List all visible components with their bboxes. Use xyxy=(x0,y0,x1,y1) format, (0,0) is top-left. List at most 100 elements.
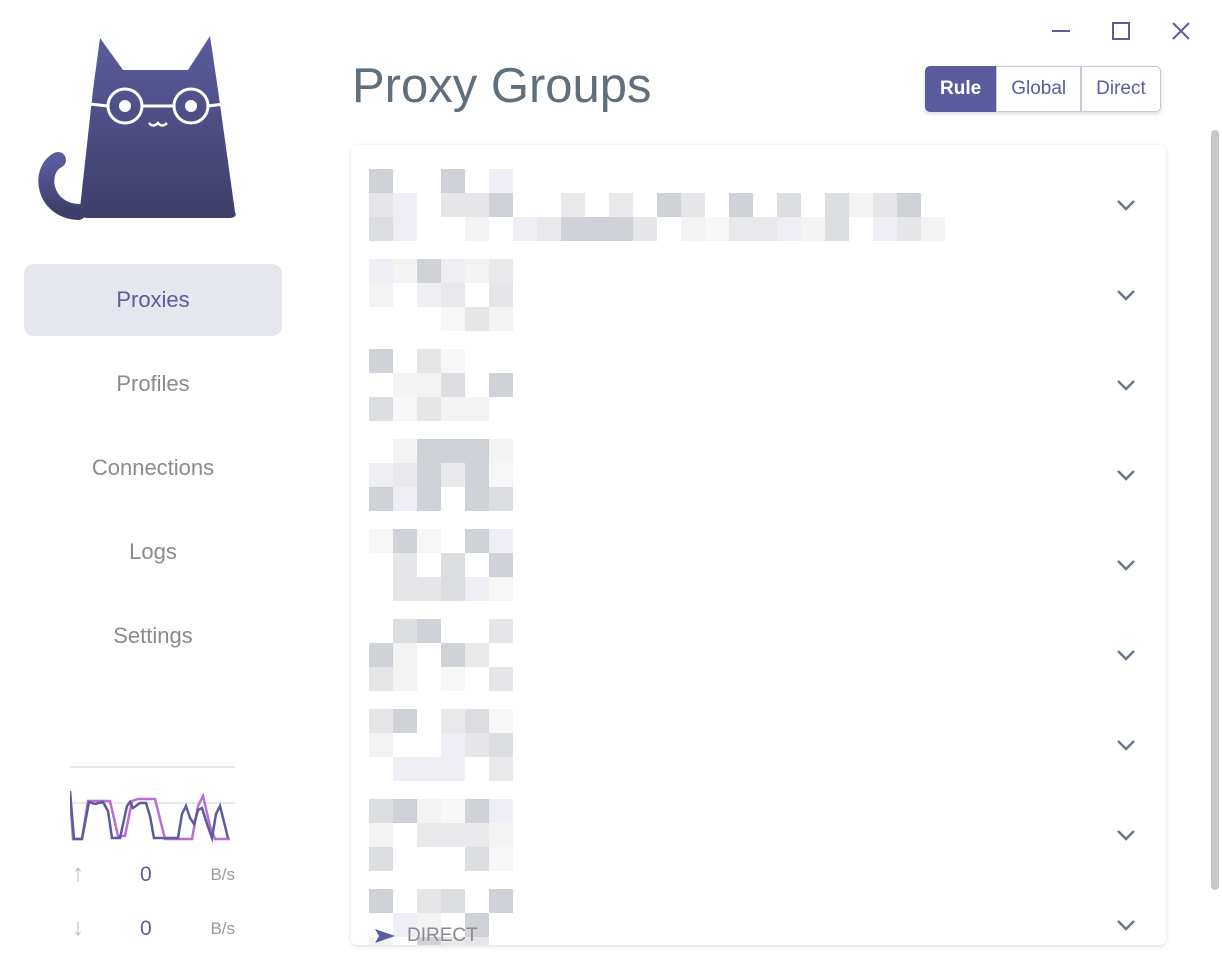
proxy-group-row[interactable] xyxy=(351,605,1166,695)
redacted-pixel xyxy=(369,799,393,823)
proxy-group-row[interactable] xyxy=(351,875,1166,945)
redacted-pixel xyxy=(441,667,465,691)
redacted-pixel xyxy=(393,193,417,217)
mode-global-button[interactable]: Global xyxy=(996,66,1082,112)
redacted-pixel xyxy=(441,463,465,487)
download-unit: B/s xyxy=(210,919,235,938)
redacted-pixel xyxy=(369,487,393,511)
proxy-group-row[interactable] xyxy=(351,245,1166,335)
traffic-graph xyxy=(70,766,235,842)
redacted-pixel xyxy=(513,217,537,241)
redacted-pixel xyxy=(441,553,465,577)
nav-settings[interactable]: Settings xyxy=(113,623,193,648)
mode-rule-button[interactable]: Rule xyxy=(925,66,997,112)
arrow-up-icon: ↑ xyxy=(72,860,84,887)
chevron-down-icon[interactable] xyxy=(1116,559,1136,571)
redacted-pixel xyxy=(465,643,489,667)
cat-logo xyxy=(38,36,236,220)
redacted-pixel xyxy=(489,193,513,217)
upload-value: 0 xyxy=(140,863,152,886)
redacted-pixel xyxy=(441,259,465,283)
arrow-down-icon: ↓ xyxy=(72,914,84,941)
redacted-pixel xyxy=(417,577,441,601)
redacted-pixel xyxy=(393,439,417,463)
redacted-pixel xyxy=(489,577,513,601)
redacted-pixel xyxy=(369,259,393,283)
redacted-pixel xyxy=(489,553,513,577)
redacted-pixel xyxy=(369,283,393,307)
redacted-pixel xyxy=(369,397,393,421)
redacted-pixel xyxy=(489,619,513,643)
redacted-pixel xyxy=(561,217,585,241)
proxy-group-row[interactable] xyxy=(351,425,1166,515)
redacted-pixel xyxy=(489,757,513,781)
redacted-pixel xyxy=(393,667,417,691)
redacted-pixel xyxy=(465,823,489,847)
redacted-pixel xyxy=(633,217,657,241)
nav-logs[interactable]: Logs xyxy=(129,539,177,564)
redacted-pixel xyxy=(417,463,441,487)
redacted-pixel xyxy=(489,823,513,847)
redacted-pixel xyxy=(489,307,513,331)
redacted-pixel xyxy=(825,193,849,217)
redacted-pixel xyxy=(393,619,417,643)
redacted-pixel xyxy=(681,217,705,241)
chevron-down-icon[interactable] xyxy=(1116,379,1136,391)
scrollbar[interactable] xyxy=(1211,130,1219,890)
chevron-down-icon[interactable] xyxy=(1116,739,1136,751)
redacted-pixel xyxy=(465,937,489,945)
chevron-down-icon[interactable] xyxy=(1116,199,1136,211)
proxy-group-row[interactable] xyxy=(351,515,1166,605)
redacted-pixel xyxy=(465,463,489,487)
proxy-group-row[interactable] xyxy=(351,695,1166,785)
redacted-pixel xyxy=(777,217,801,241)
send-icon xyxy=(375,929,395,943)
redacted-pixel xyxy=(441,577,465,601)
redacted-pixel xyxy=(369,937,393,945)
chevron-down-icon[interactable] xyxy=(1116,289,1136,301)
redacted-pixel xyxy=(465,193,489,217)
redacted-pixel xyxy=(465,307,489,331)
redacted-pixel xyxy=(465,397,489,421)
proxy-group-row[interactable] xyxy=(351,335,1166,425)
redacted-pixel xyxy=(417,373,441,397)
redacted-pixel xyxy=(465,217,489,241)
redacted-pixel xyxy=(489,373,513,397)
redacted-pixel xyxy=(417,349,441,373)
redacted-pixel xyxy=(393,577,417,601)
redacted-pixel xyxy=(441,373,465,397)
redacted-pixel xyxy=(417,757,441,781)
nav-connections[interactable]: Connections xyxy=(91,455,215,480)
redacted-pixel xyxy=(369,709,393,733)
download-rate: ↓ 0 B/s xyxy=(70,914,240,944)
chevron-down-icon[interactable] xyxy=(1116,919,1136,931)
redacted-pixel xyxy=(393,709,417,733)
nav-profiles[interactable]: Profiles xyxy=(116,371,190,396)
nav-proxies[interactable]: Proxies xyxy=(24,264,282,336)
minimize-icon[interactable] xyxy=(1048,18,1074,44)
page-title: Proxy Groups xyxy=(352,59,652,113)
redacted-pixel xyxy=(369,667,393,691)
redacted-pixel xyxy=(657,193,681,217)
mode-selector: Rule Global Direct xyxy=(925,66,1161,112)
chevron-down-icon[interactable] xyxy=(1116,649,1136,661)
redacted-pixel xyxy=(393,799,417,823)
redacted-pixel xyxy=(417,823,441,847)
chevron-down-icon[interactable] xyxy=(1116,829,1136,841)
chevron-down-icon[interactable] xyxy=(1116,469,1136,481)
redacted-pixel xyxy=(729,193,753,217)
redacted-pixel xyxy=(393,913,417,937)
redacted-pixel xyxy=(489,463,513,487)
close-icon[interactable] xyxy=(1168,18,1194,44)
maximize-icon[interactable] xyxy=(1108,18,1134,44)
proxy-group-row[interactable] xyxy=(351,155,1166,245)
redacted-pixel xyxy=(441,349,465,373)
proxy-group-row[interactable] xyxy=(351,785,1166,875)
mode-direct-button[interactable]: Direct xyxy=(1081,66,1161,112)
redacted-pixel xyxy=(393,217,417,241)
redacted-pixel xyxy=(393,373,417,397)
download-line xyxy=(70,790,230,842)
redacted-pixel xyxy=(489,889,513,913)
redacted-pixel xyxy=(705,217,729,241)
redacted-pixel xyxy=(441,169,465,193)
